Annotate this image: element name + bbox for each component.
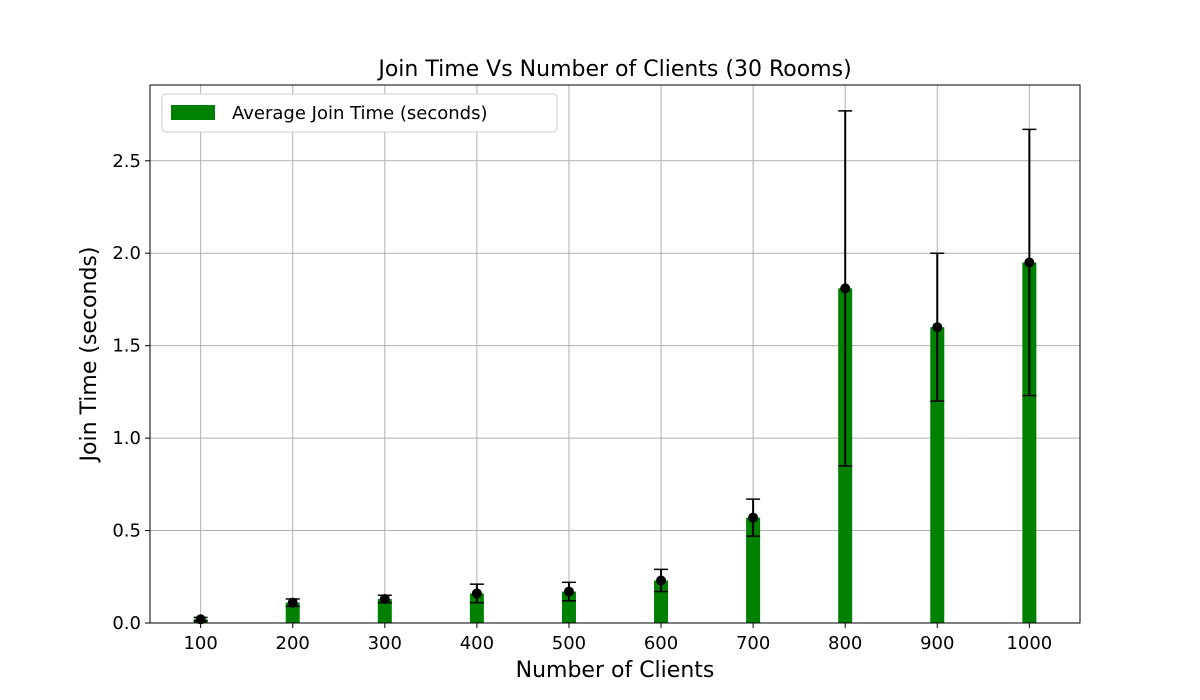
y-axis-label: Join Time (seconds) bbox=[77, 247, 102, 464]
x-tick-label: 300 bbox=[368, 633, 402, 654]
x-tick-label: 800 bbox=[828, 633, 862, 654]
legend-swatch bbox=[171, 105, 215, 120]
mean-point bbox=[748, 512, 759, 523]
x-tick-label: 200 bbox=[276, 633, 310, 654]
bar bbox=[285, 602, 300, 623]
y-tick-label: 0.0 bbox=[112, 613, 141, 634]
error-bars bbox=[193, 110, 1037, 625]
mean-point bbox=[195, 614, 206, 625]
y-tick-label: 2.5 bbox=[112, 151, 141, 172]
bar bbox=[469, 593, 484, 623]
legend-box bbox=[161, 93, 558, 133]
mean-point bbox=[287, 597, 298, 608]
mean-point bbox=[932, 322, 943, 333]
x-tick-label: 500 bbox=[552, 633, 586, 654]
x-tick-label: 700 bbox=[736, 633, 770, 654]
chart-title: Join Time Vs Number of Clients (30 Rooms… bbox=[376, 57, 851, 82]
mean-point bbox=[840, 283, 851, 294]
bar bbox=[561, 591, 576, 623]
x-tick-label: 400 bbox=[460, 633, 494, 654]
plot-frame bbox=[149, 84, 1081, 624]
mean-point bbox=[379, 593, 390, 604]
x-tick-label: 1000 bbox=[1006, 633, 1052, 654]
mean-point bbox=[563, 586, 574, 597]
mean-point bbox=[1024, 257, 1035, 268]
x-axis-label: Number of Clients bbox=[516, 658, 715, 683]
x-tick-label: 100 bbox=[183, 633, 217, 654]
bar bbox=[1022, 262, 1037, 623]
legend-label: Average Join Time (seconds) bbox=[232, 103, 487, 124]
y-tick-label: 0.5 bbox=[112, 521, 141, 542]
y-tick-label: 1.0 bbox=[112, 428, 141, 449]
bar bbox=[746, 517, 761, 623]
y-tick-label: 2.0 bbox=[112, 243, 141, 264]
legend: Average Join Time (seconds) bbox=[161, 93, 558, 133]
mean-point bbox=[471, 588, 482, 599]
bar bbox=[377, 598, 392, 623]
x-axis-ticks: 100 200 300 400 500 600 700 800 900 1000 bbox=[183, 623, 1052, 654]
y-tick-label: 1.5 bbox=[112, 336, 141, 357]
x-tick-label: 600 bbox=[644, 633, 678, 654]
y-axis-ticks: 0.0 0.5 1.0 1.5 2.0 2.5 bbox=[112, 151, 150, 634]
mean-point bbox=[656, 575, 667, 586]
x-tick-label: 900 bbox=[920, 633, 954, 654]
